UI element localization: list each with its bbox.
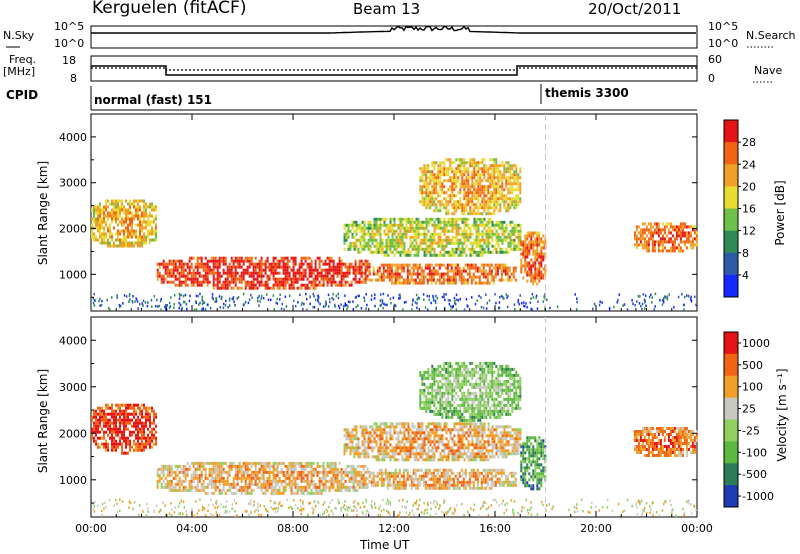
power-colorbar-tick-label: 12 [742, 225, 756, 238]
velocity-colorbar-tick-label: -100 [742, 446, 767, 459]
date-title: 20/Oct/2011 [588, 0, 682, 18]
nsky-panel [90, 25, 698, 49]
nave-tick-low: 0 [708, 72, 715, 85]
x-axis-label: Time UT [360, 538, 410, 552]
power-echo-region [419, 158, 522, 216]
freq-label: Freq. [9, 53, 37, 66]
power-y-label: Slant Range [km] [36, 160, 50, 266]
nsky-tick-low: 10^0 [54, 37, 85, 50]
power-echo-region [520, 231, 547, 286]
velocity-near-range-echoes [92, 498, 697, 518]
velocity-colorbar-tick-label: -500 [742, 468, 767, 481]
power-colorbar-tick-label: 24 [742, 158, 756, 171]
nsearch-tick-high: 10^5 [708, 20, 739, 33]
nsearch-label: N.Search [746, 29, 796, 42]
nave-trace [91, 67, 697, 71]
velocity-echo-region [343, 422, 522, 462]
velocity-echo-region [156, 461, 371, 495]
velocity-panel: 1000 2000 3000 4000 1000 500 100 25 -25 -100 -500 -… [59, 316, 774, 518]
velocity-colorbar-cell [724, 463, 738, 486]
freq-unit-label: [MHz] [3, 65, 36, 78]
velocity-colorbar-tick-label: -1000 [742, 490, 774, 503]
power-y-tick-label: 3000 [59, 177, 87, 190]
power-near-range-echoes [92, 292, 697, 312]
cpid-mode-themis: themis 3300 [545, 86, 629, 100]
velocity-colorbar-cell [724, 353, 738, 377]
x-tick-label: 08:00 [277, 522, 309, 535]
cpid-bar [90, 84, 697, 111]
power-y-tick-label: 2000 [59, 223, 87, 236]
power-colorbar-tick-label: 28 [742, 136, 756, 149]
freq-panel [6, 46, 773, 83]
power-echo-region [633, 222, 698, 253]
x-tick-label: 04:00 [176, 522, 208, 535]
velocity-colorbar-cell [724, 397, 738, 420]
velocity-colorbar-cell [724, 419, 738, 442]
velocity-colorbar-cell [724, 485, 738, 508]
power-colorbar-tick-label: 20 [742, 180, 756, 193]
velocity-colorbar-frame [723, 331, 739, 508]
velocity-y-tick-label: 1000 [59, 474, 87, 487]
velocity-echo-region [368, 468, 517, 490]
velocity-colorbar-tick-label: 500 [742, 359, 763, 372]
power-colorbar-label: Power [dB] [773, 180, 787, 246]
power-colorbar-cell [724, 120, 738, 143]
x-tick-label: 00:00 [75, 522, 107, 535]
velocity-colorbar-tick-label: -25 [742, 424, 760, 437]
power-colorbar-tick-label: 8 [742, 247, 749, 260]
power-colorbar-cell [724, 208, 738, 232]
power-y-tick-label: 4000 [59, 131, 87, 144]
velocity-y-label: Slant Range [km] [36, 368, 50, 474]
power-colorbar-cell [724, 142, 738, 165]
power-echo-region [368, 263, 517, 285]
freq-tick-low: 8 [70, 72, 77, 85]
nsky-label: N.Sky [3, 29, 35, 42]
x-tick-label: 00:00 [681, 522, 713, 535]
velocity-colorbar-cell [724, 332, 738, 355]
nave-tick-high: 60 [708, 53, 722, 66]
nsearch-tick-low: 10^0 [708, 37, 739, 50]
freq-tick-high: 18 [62, 54, 76, 67]
velocity-echo-region [633, 427, 698, 457]
power-colorbar-tick-label: 4 [742, 269, 749, 282]
nave-label: Nave [754, 64, 783, 77]
velocity-colorbar-tick-label: 25 [742, 403, 756, 416]
x-axis: 00:00 04:00 08:00 12:00 16:00 20:00 00:00 [75, 114, 713, 535]
power-echo-region [343, 217, 522, 257]
power-colorbar-cell [724, 186, 738, 209]
power-colorbar-cell [724, 252, 738, 276]
velocity-colorbar-cell [724, 375, 738, 399]
x-tick-label: 20:00 [580, 522, 612, 535]
velocity-y-tick-label: 4000 [59, 334, 87, 347]
nsky-trace [91, 25, 696, 34]
velocity-echo-region [419, 361, 522, 422]
velocity-colorbar-cell [724, 441, 738, 464]
power-panel: 1000 2000 3000 4000 4 8 12 16 20 24 28 [59, 113, 756, 312]
power-echo-region [91, 199, 157, 248]
velocity-y-tick-label: 3000 [59, 381, 87, 394]
beam-title: Beam 13 [353, 0, 421, 18]
velocity-echo-region [520, 436, 547, 491]
station-title: Kerguelen (fitACF) [92, 0, 247, 18]
power-colorbar-tick-label: 16 [742, 203, 756, 216]
power-echo-region [156, 256, 371, 290]
nsky-tick-high: 10^5 [54, 20, 85, 33]
x-tick-label: 16:00 [479, 522, 511, 535]
velocity-colorbar-label: Velocity [m s⁻¹] [775, 368, 789, 462]
freq-trace [91, 65, 697, 76]
x-tick-label: 12:00 [378, 522, 410, 535]
power-colorbar-cell [724, 164, 738, 187]
velocity-colorbar-tick-label: 1000 [742, 337, 770, 350]
cpid-label: CPID [6, 88, 39, 102]
velocity-y-tick-label: 2000 [59, 427, 87, 440]
cpid-mode-normal: normal (fast) 151 [94, 93, 212, 107]
power-colorbar-cell [724, 274, 738, 298]
velocity-echo-region [91, 403, 157, 455]
power-y-tick-label: 1000 [59, 268, 87, 281]
power-colorbar-cell [724, 230, 738, 254]
velocity-colorbar-tick-label: 100 [742, 381, 763, 394]
